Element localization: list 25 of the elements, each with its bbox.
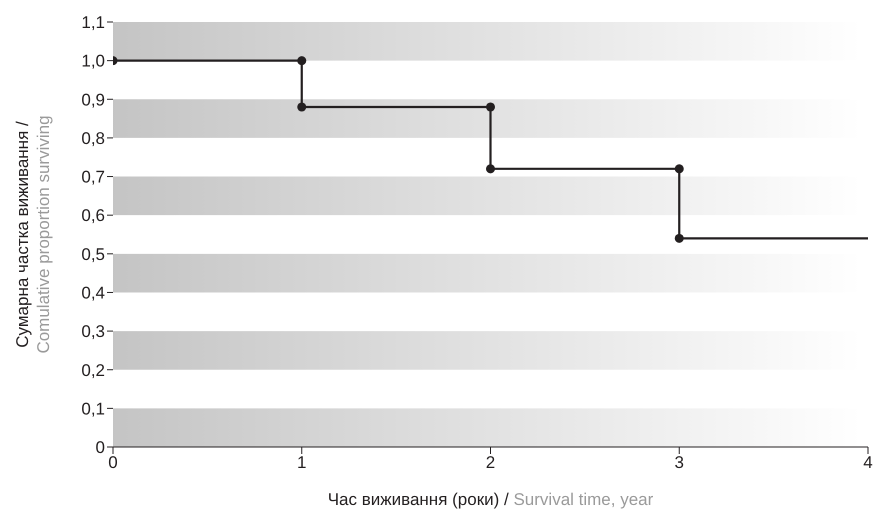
y-tick-label: 0 [96,438,105,458]
x-tick-label: 3 [674,453,684,472]
point [486,102,496,112]
y-axis-title: Сумарна частка виживання / Comulative proportion surviving [13,115,53,354]
y-tick-label: 1,1 [81,13,105,32]
x-tick-label: 1 [297,453,306,472]
x-axis-title: Час виживання (роки) / Survival time, year [328,490,654,509]
y-tick-label: 0,7 [81,168,105,187]
y-tick-label: 0,2 [81,360,105,380]
point [297,102,306,112]
y-tick-label: 0,8 [81,128,105,148]
y-tick-label: 0,1 [81,399,105,418]
y-tick-label: 0,9 [81,90,105,110]
x-tick-label: 0 [108,453,118,472]
point [486,164,496,174]
y-tick-label: 0,5 [81,244,105,264]
y-tick-label: 0,4 [81,283,105,302]
y-tick-label: 0,6 [81,206,105,226]
y-tick-label: 1,0 [81,52,105,71]
x-tick-label: 4 [863,453,873,472]
y-tick-label: 0,3 [81,322,105,342]
x-tick-label: 2 [486,453,496,472]
point [674,164,684,174]
point [297,56,306,66]
point [674,234,684,243]
